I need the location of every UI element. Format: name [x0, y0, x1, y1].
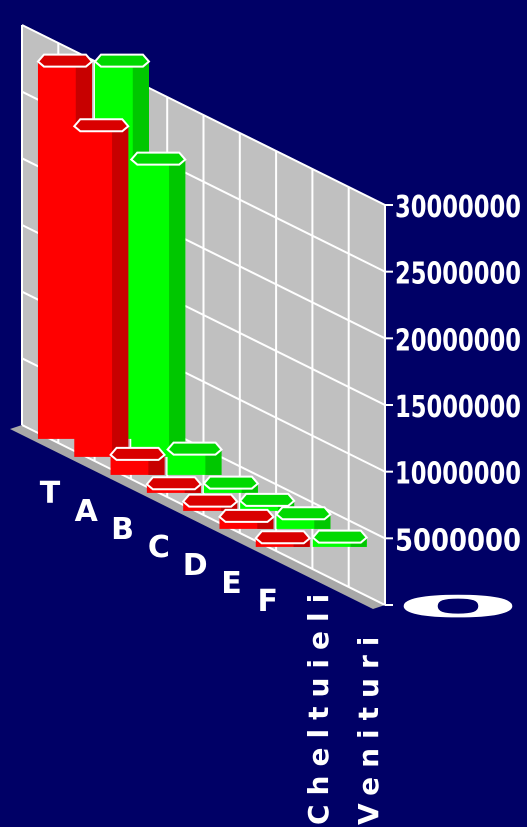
bar-venituri-b [166, 441, 223, 475]
bar-venituri-c [202, 475, 260, 493]
bar-cheltuieli-e [218, 508, 275, 529]
bar-top [254, 530, 312, 545]
bar-cheltuieli-b [109, 446, 166, 475]
category-label: T [40, 476, 61, 511]
bar-top [218, 508, 275, 523]
bar-cheltuieli-c [145, 476, 203, 493]
category-label: A [75, 494, 99, 529]
chart-labels: 0 5000000 10000000 15000000 20000000 25000000… [40, 190, 521, 825]
bar-top [145, 476, 203, 491]
bar-top [275, 506, 332, 521]
bar-top [129, 151, 187, 166]
bar-top [181, 493, 239, 508]
y-tick-label: 5000000 [395, 523, 521, 558]
chart-floor [10, 425, 385, 609]
y-tick-label: 20000000 [395, 323, 521, 358]
bar-cheltuieli-a [72, 118, 130, 457]
bar-top [202, 475, 260, 490]
category-label: C [148, 530, 170, 565]
category-label: E [221, 566, 242, 601]
bar-venituri-a [129, 151, 187, 457]
category-label: F [258, 584, 279, 619]
category-label: D [183, 548, 208, 583]
bar-top [72, 118, 130, 133]
y-tick-label: 25000000 [395, 257, 521, 292]
y-tick-label: 30000000 [395, 190, 521, 225]
y-tick-label: 10000000 [395, 457, 521, 492]
series-label: Cheltuieli [302, 585, 335, 825]
bar-venituri-f [311, 529, 369, 547]
bar-top [166, 441, 223, 456]
bar-shade [169, 159, 186, 457]
bar-top [93, 53, 151, 68]
bar-top [109, 446, 166, 461]
bar-top [36, 53, 94, 68]
bar-venituri-d [238, 492, 296, 511]
bar-shade [112, 126, 129, 457]
bar-top [311, 529, 369, 544]
bar-venituri-e [275, 506, 332, 529]
y-tick-label: 0 [395, 590, 521, 625]
series-label: Venituri [352, 628, 385, 825]
bar-shade [205, 449, 222, 475]
chart-bars [36, 53, 369, 547]
category-label: B [111, 512, 134, 547]
bar-top [238, 492, 296, 507]
bar-cheltuieli-f [254, 530, 312, 547]
y-tick-label: 15000000 [395, 390, 521, 425]
bar-cheltuieli-d [181, 493, 239, 511]
